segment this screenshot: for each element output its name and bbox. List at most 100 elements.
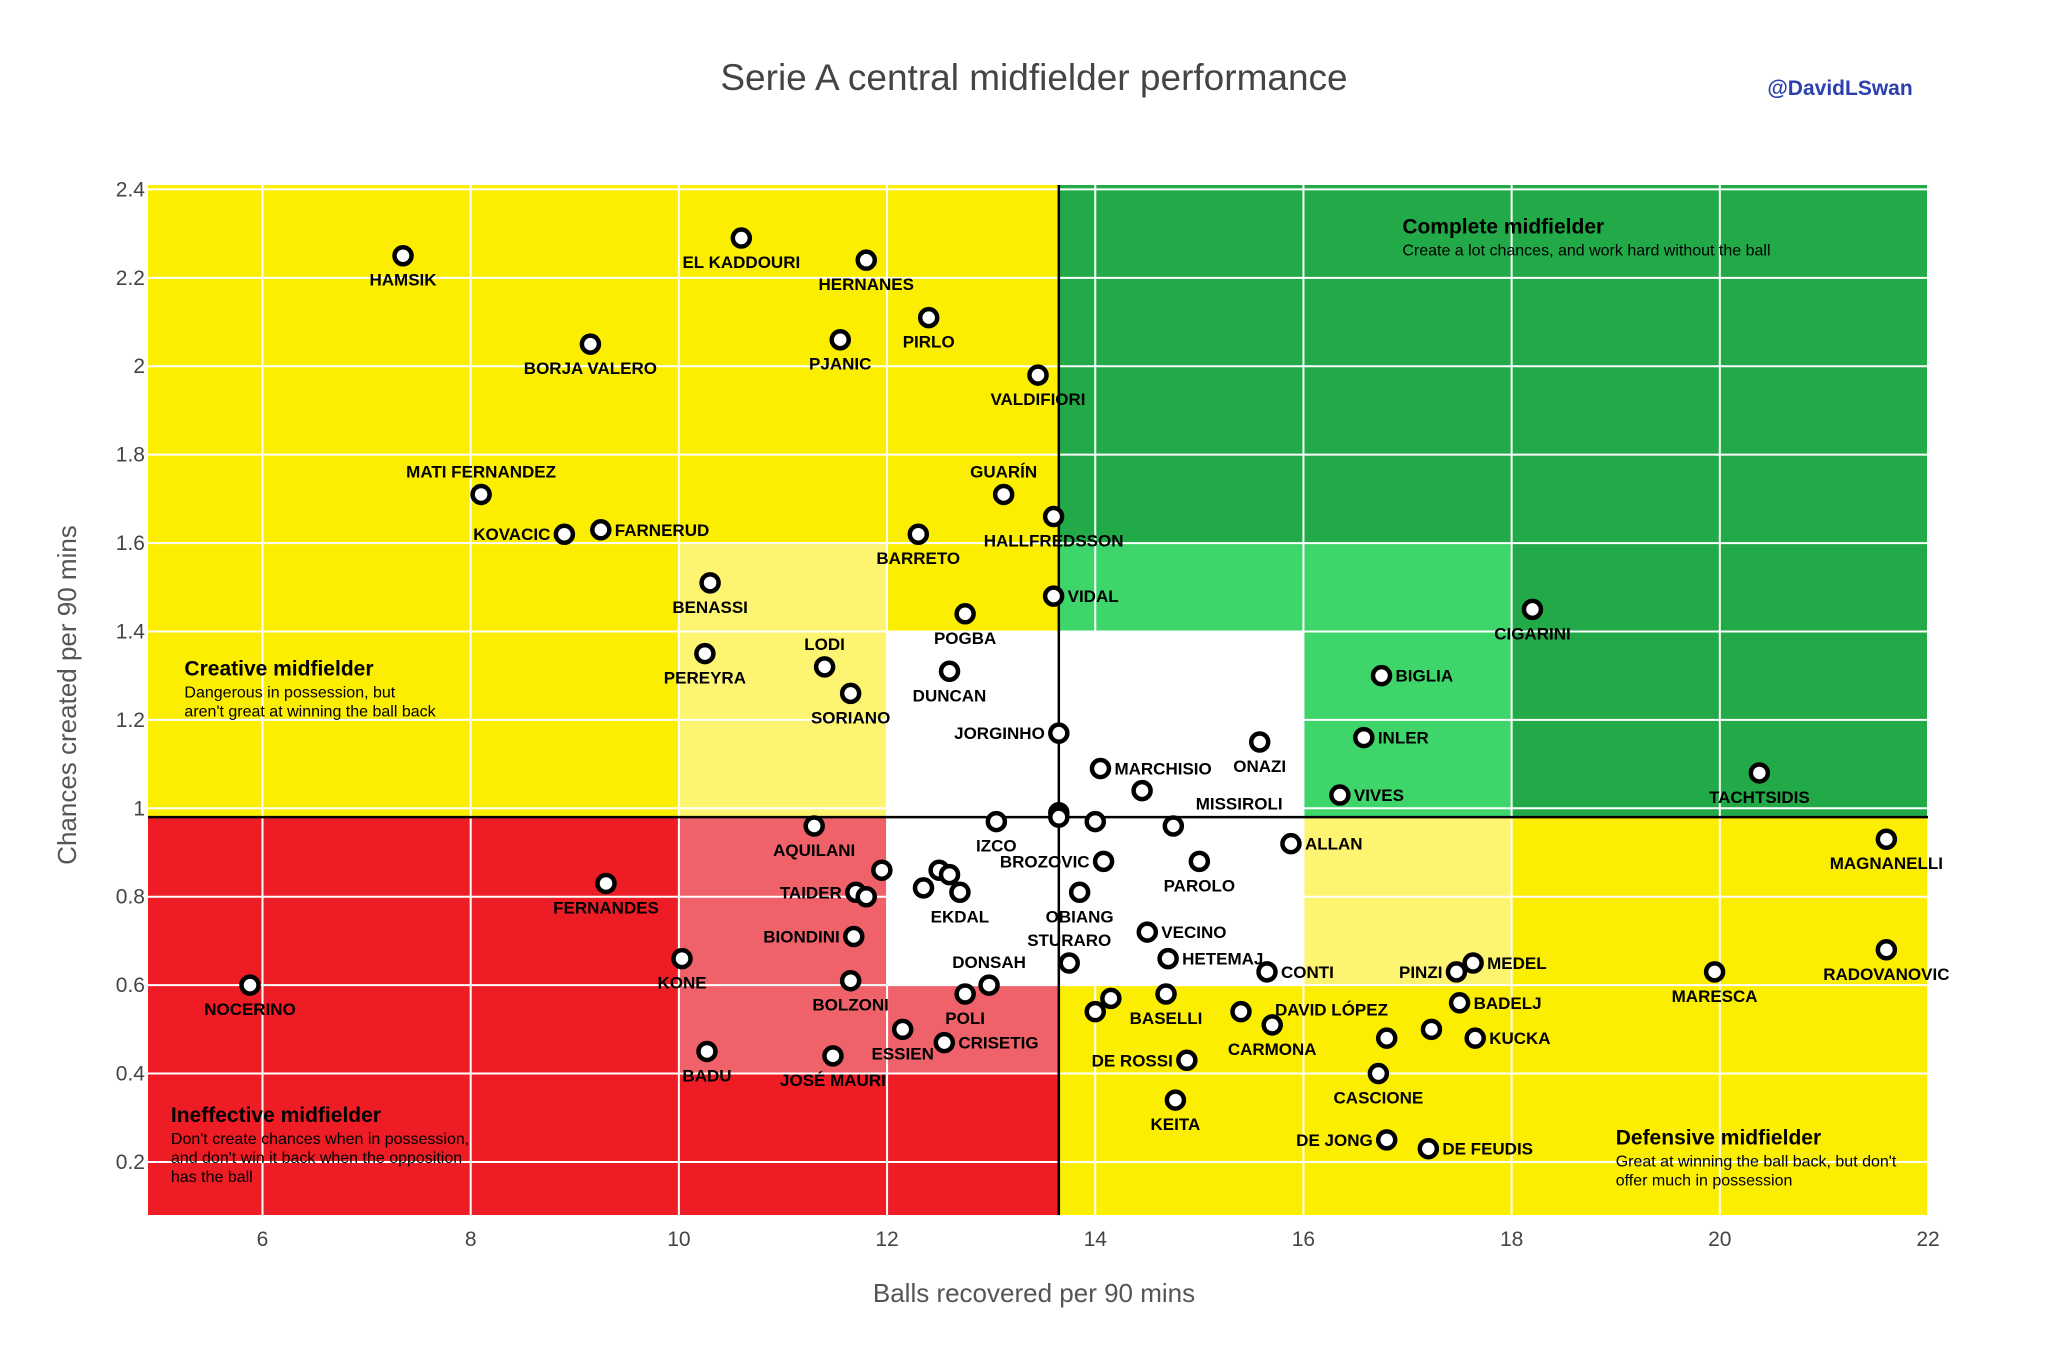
data-point: [553, 523, 576, 545]
data-point: [1048, 806, 1070, 828]
data-point: [1448, 992, 1471, 1014]
point-label: BIONDINI: [763, 928, 840, 947]
x-axis-ticks: 6 8 10 12 14 16 18 20 22: [257, 1228, 1940, 1251]
x-tick-label: 16: [1292, 1228, 1315, 1251]
data-points: HAMSIK EL KADDOURI HERNANES BORJA VALERO PJA…: [204, 227, 1949, 1160]
data-point: [696, 1040, 718, 1063]
point-label: FERNANDES: [553, 898, 659, 917]
point-label: BARRETO: [876, 549, 960, 568]
point-label: HERNANES: [819, 275, 914, 294]
point-label: SORIANO: [811, 708, 890, 727]
point-label: OBIANG: [1046, 907, 1114, 926]
point-label: POLI: [945, 1009, 985, 1028]
data-point: [1162, 815, 1185, 837]
data-point: [1256, 961, 1278, 983]
data-point: [1042, 505, 1065, 528]
data-point: [855, 249, 877, 271]
data-point: [891, 1018, 914, 1041]
x-tick-label: 12: [875, 1228, 898, 1251]
data-point: [813, 656, 836, 678]
point-label: FARNERUD: [615, 521, 709, 540]
point-label: MARESCA: [1672, 987, 1758, 1006]
point-label: HALLFREDSSON: [984, 532, 1124, 551]
zone-complete-neutral: [1058, 631, 1304, 818]
y-axis-title: Chances created per 90 mins: [52, 525, 82, 865]
data-point: [239, 974, 261, 996]
y-tick-label: 1: [133, 797, 145, 820]
point-label: CIGARINI: [1494, 624, 1571, 643]
data-point: [1084, 810, 1107, 833]
y-tick-label: 1.4: [116, 620, 146, 643]
point-label: DUNCAN: [913, 686, 987, 705]
point-label: KOVACIC: [473, 525, 550, 544]
zone-description: Dangerous in possession, but: [184, 685, 395, 702]
point-label: MAGNANELLI: [1830, 854, 1943, 873]
point-label: MARCHISIO: [1114, 760, 1211, 779]
point-label: LODI: [804, 635, 845, 654]
data-point: [590, 519, 612, 541]
data-point: [1748, 762, 1771, 784]
x-tick-label: 20: [1708, 1228, 1731, 1251]
point-label: MISSIROLI: [1196, 794, 1283, 813]
data-point: [1261, 1014, 1283, 1036]
data-point: [1136, 921, 1159, 943]
point-label: PINZI: [1399, 963, 1442, 982]
point-label: HETEMAJ: [1182, 950, 1263, 969]
data-point: [1280, 832, 1302, 855]
point-label: ONAZI: [1233, 757, 1286, 776]
y-tick-label: 1.6: [116, 532, 145, 555]
point-label: DAVID LÓPEZ: [1275, 1000, 1388, 1019]
data-point: [978, 974, 1000, 996]
data-point: [1164, 1089, 1187, 1111]
data-point: [671, 947, 693, 970]
data-point: [1027, 364, 1049, 386]
data-point: [1417, 1137, 1440, 1160]
x-tick-label: 14: [1084, 1228, 1108, 1251]
point-label: BROZOVIC: [1000, 852, 1090, 871]
chart-title: Serie A central midfielder performance: [720, 57, 1347, 98]
point-label: KONE: [657, 974, 706, 993]
data-point: [871, 859, 893, 881]
zone-description: Don't create chances when in possession,: [171, 1131, 469, 1148]
zone-creative-neutral: [887, 631, 1059, 818]
data-point: [730, 227, 753, 249]
point-label: VECINO: [1161, 923, 1226, 942]
x-tick-label: 8: [465, 1228, 477, 1251]
x-tick-label: 18: [1500, 1228, 1523, 1251]
data-point: [1100, 987, 1122, 1010]
data-point: [1248, 731, 1271, 753]
point-label: PJANIC: [809, 355, 871, 374]
point-label: CONTI: [1281, 963, 1334, 982]
data-point: [954, 983, 976, 1005]
data-point: [1176, 1049, 1198, 1072]
point-label: KEITA: [1151, 1115, 1201, 1134]
data-point: [1058, 952, 1080, 974]
data-point: [843, 925, 865, 948]
zone-annotations: Complete midfielder Create a lot chances,…: [171, 216, 1897, 1190]
zone-ineffective-neutral: [887, 817, 1059, 986]
data-point: [1157, 947, 1179, 970]
point-label: VIDAL: [1068, 587, 1119, 606]
point-label: VALDIFIORI: [990, 390, 1085, 409]
y-tick-label: 0.4: [116, 1063, 146, 1086]
point-label: DE JONG: [1296, 1131, 1373, 1150]
data-point: [579, 333, 602, 355]
point-label: JORGINHO: [954, 724, 1045, 743]
data-point: [938, 660, 961, 683]
zone-title: Creative midfielder: [184, 658, 373, 681]
zone-description: Great at winning the ball back, but don'…: [1616, 1153, 1897, 1170]
data-point: [1462, 952, 1484, 974]
point-label: BOLZONI: [812, 996, 889, 1015]
point-label: PAROLO: [1164, 876, 1235, 895]
y-tick-label: 2: [133, 355, 145, 378]
point-label: VIVES: [1354, 786, 1404, 805]
data-point: [1230, 1000, 1252, 1023]
y-axis-ticks: 0.2 0.4 0.6 0.8 1 1.2 1.4 1.6 1.8 2 2.2 2.4: [116, 178, 146, 1174]
data-point: [839, 682, 862, 705]
zone-description: aren't great at winning the ball back: [184, 704, 436, 721]
point-label: TACHTSIDIS: [1709, 788, 1810, 807]
data-point: [907, 523, 930, 545]
point-label: GUARÍN: [970, 462, 1037, 481]
data-point: [1521, 598, 1544, 621]
